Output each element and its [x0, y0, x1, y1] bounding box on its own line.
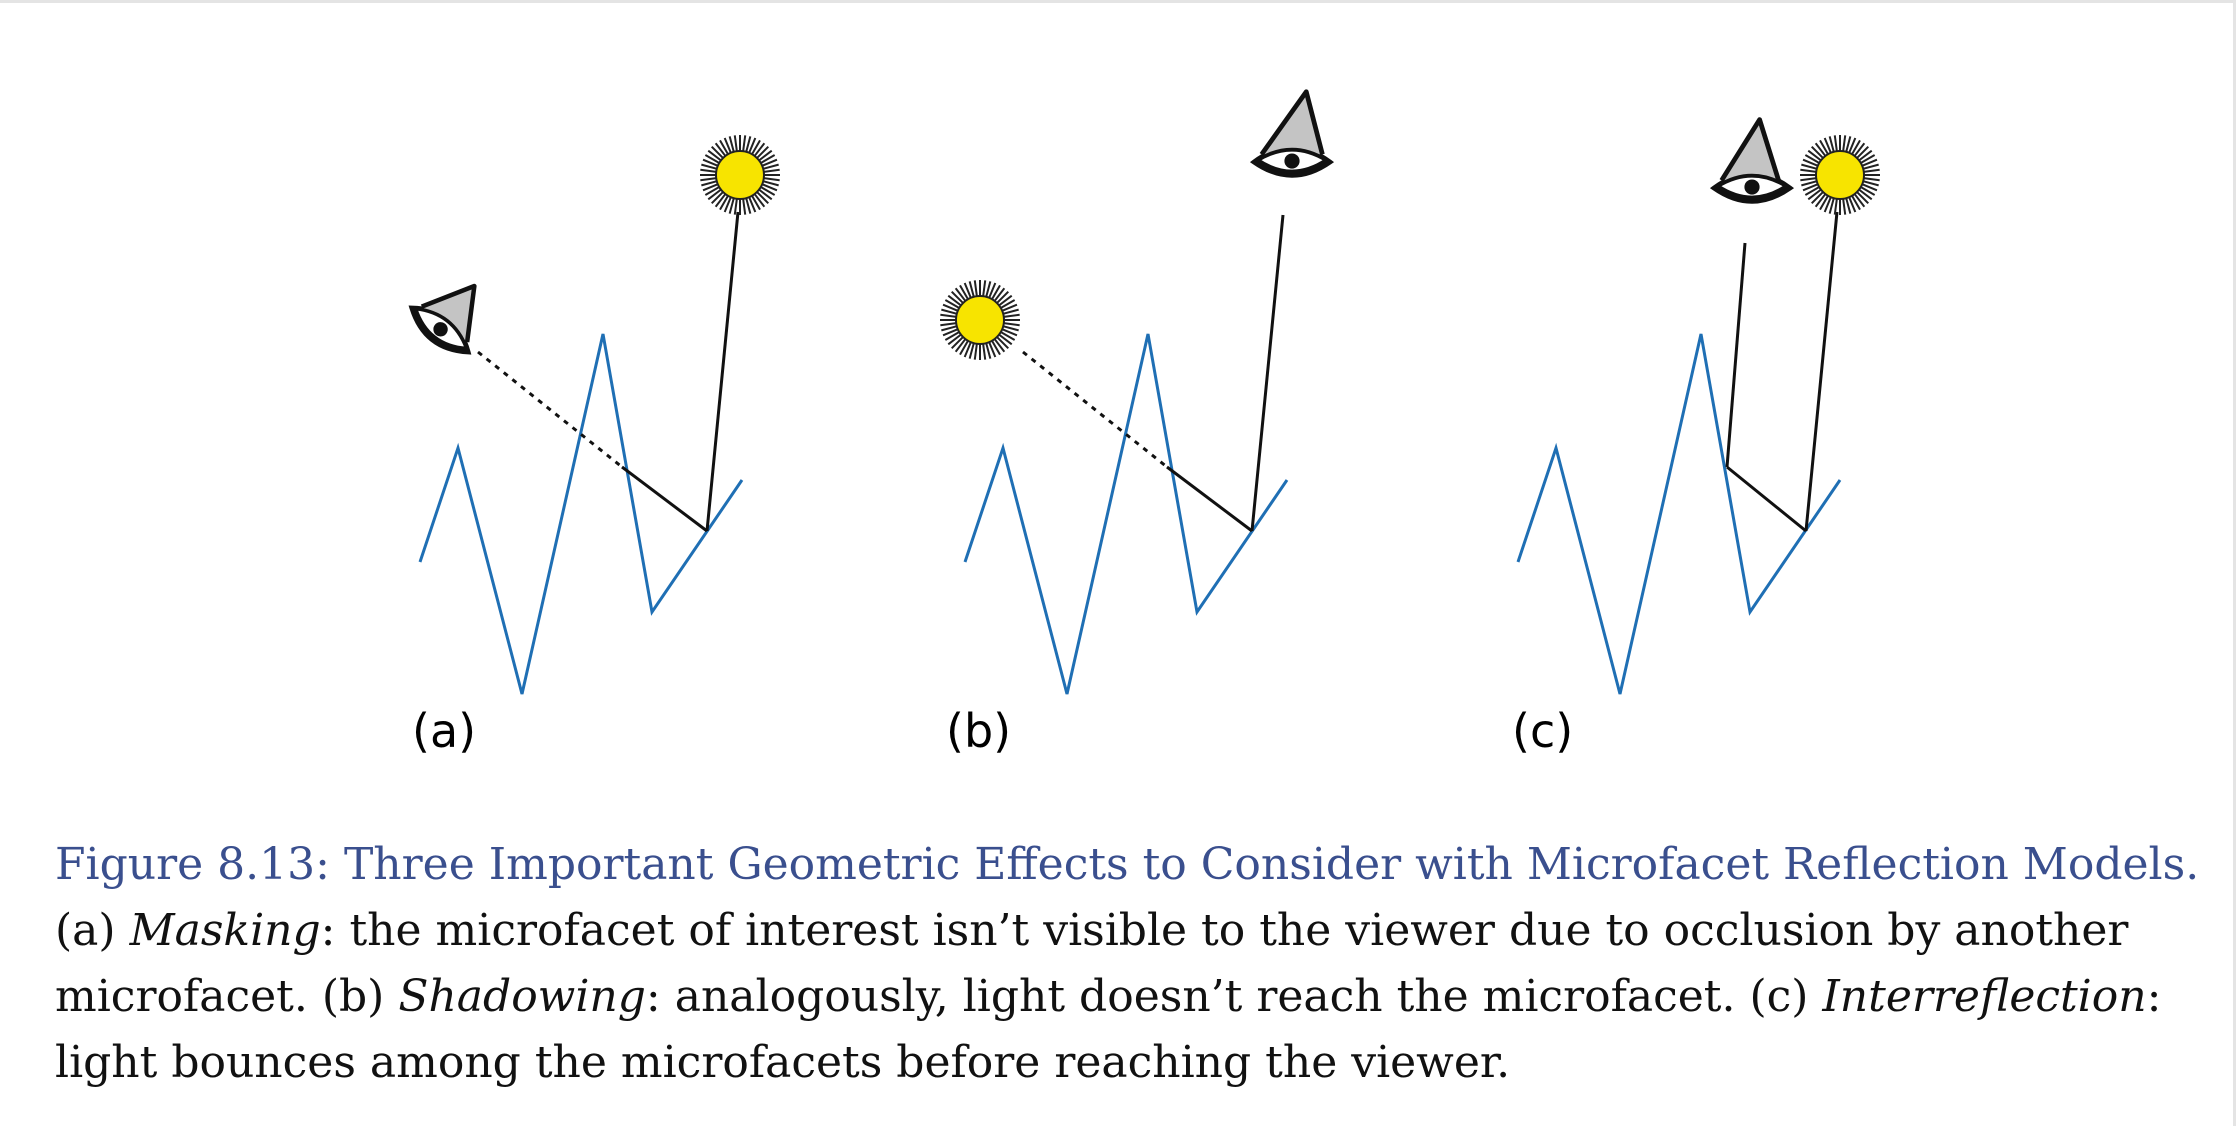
microfacet-surface — [1516, 333, 1842, 695]
sun-disc — [955, 295, 1005, 345]
light-ray — [705, 211, 740, 532]
sun-ray — [754, 146, 769, 161]
view-ray — [1250, 214, 1285, 532]
caption-part-b-text: : analogously, light doesn’t reach the m… — [645, 971, 1750, 1022]
sun-ray — [994, 334, 1009, 349]
panel-a: (a) — [408, 135, 780, 758]
caption-part-c-prefix: (c) — [1749, 971, 1823, 1022]
light-ray — [1804, 211, 1839, 532]
sun-ray — [1859, 158, 1878, 168]
sun-icon — [1800, 135, 1880, 215]
sun-ray — [754, 189, 769, 204]
sun-icon — [940, 280, 1020, 360]
microfacet-surface — [963, 333, 1289, 695]
interreflected-ray — [1726, 465, 1807, 533]
sun-ray — [747, 137, 757, 156]
sun-ray — [702, 158, 721, 168]
panel-c: (c) — [1512, 117, 1880, 758]
sun-ray — [987, 339, 997, 358]
sun-ray — [723, 137, 733, 156]
sun-disc — [1815, 150, 1865, 200]
sun-ray — [999, 303, 1018, 313]
sun-icon — [700, 135, 780, 215]
sun-ray — [999, 327, 1018, 337]
panel-label-c: (c) — [1512, 704, 1573, 758]
masked-view-ray — [477, 350, 623, 469]
caption-part-b-prefix: (b) — [321, 971, 399, 1022]
sun-ray — [1859, 182, 1878, 192]
sun-ray — [951, 334, 966, 349]
caption-title: Figure 8.13: Three Important Geometric E… — [55, 839, 2200, 890]
figure-caption: Figure 8.13: Three Important Geometric E… — [55, 832, 2205, 1096]
sun-ray — [1823, 137, 1833, 156]
eye-icon — [1249, 89, 1335, 178]
sun-ray — [963, 339, 973, 358]
sun-ray — [942, 327, 961, 337]
sun-ray — [1811, 189, 1826, 204]
light-ray — [1166, 465, 1253, 533]
panel-label-b: (b) — [946, 704, 1011, 758]
sun-ray — [1847, 137, 1857, 156]
caption-part-c-text: : light bounces among the microfacets be… — [55, 971, 2162, 1088]
sun-ray — [1811, 146, 1826, 161]
sun-ray — [1802, 182, 1821, 192]
sun-ray — [1847, 194, 1857, 213]
sun-ray — [963, 282, 973, 301]
sun-disc — [715, 150, 765, 200]
caption-part-a-prefix: (a) — [55, 905, 130, 956]
sun-ray — [759, 182, 778, 192]
shadowed-light-ray — [1022, 350, 1168, 469]
eye-icon — [1709, 117, 1795, 204]
sun-ray — [747, 194, 757, 213]
panel-label-a: (a) — [412, 704, 476, 758]
sun-ray — [942, 303, 961, 313]
sun-ray — [994, 291, 1009, 306]
microfacet-figure: (a) (b) (c) — [408, 89, 1880, 758]
panel-b: (b) — [940, 89, 1335, 758]
sun-ray — [1854, 189, 1869, 204]
view-ray — [621, 465, 708, 533]
caption-term-shadowing: Shadowing — [398, 971, 646, 1022]
eye-icon — [408, 283, 477, 355]
microfacet-surface — [418, 333, 744, 695]
caption-part-a-text: : the microfacet of interest isn’t visib… — [55, 905, 2129, 1022]
sun-ray — [723, 194, 733, 213]
sun-ray — [759, 158, 778, 168]
sun-ray — [1823, 194, 1833, 213]
caption-body: (a) Masking: the microfacet of interest … — [55, 898, 2205, 1096]
sun-ray — [711, 189, 726, 204]
sun-ray — [951, 291, 966, 306]
sun-ray — [702, 182, 721, 192]
caption-term-interreflection: Interreflection — [1822, 971, 2147, 1022]
sun-ray — [987, 282, 997, 301]
sun-ray — [1854, 146, 1869, 161]
view-ray — [1725, 242, 1747, 468]
caption-term-masking: Masking — [129, 905, 321, 956]
sun-ray — [711, 146, 726, 161]
sun-ray — [1802, 158, 1821, 168]
